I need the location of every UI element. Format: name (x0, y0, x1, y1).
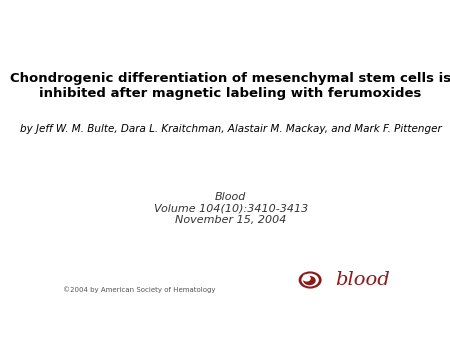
Circle shape (302, 275, 311, 282)
Circle shape (299, 271, 322, 289)
Text: Chondrogenic differentiation of mesenchymal stem cells is
inhibited after magnet: Chondrogenic differentiation of mesenchy… (10, 72, 450, 100)
Circle shape (302, 273, 319, 287)
Text: Blood
Volume 104(10):3410-3413
November 15, 2004: Blood Volume 104(10):3410-3413 November … (153, 192, 308, 225)
Text: blood: blood (335, 271, 390, 289)
Circle shape (303, 274, 307, 277)
Text: by Jeff W. M. Bulte, Dara L. Kraitchman, Alastair M. Mackay, and Mark F. Pitteng: by Jeff W. M. Bulte, Dara L. Kraitchman,… (20, 124, 441, 134)
Text: ©2004 by American Society of Hematology: ©2004 by American Society of Hematology (63, 286, 216, 293)
Circle shape (303, 276, 316, 285)
